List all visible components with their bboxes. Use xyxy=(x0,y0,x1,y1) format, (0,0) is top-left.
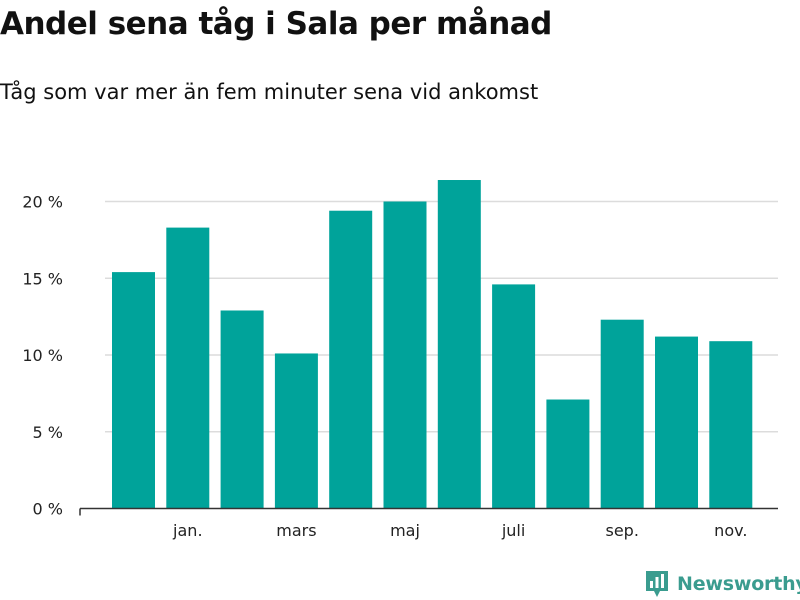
newsworthy-logo-icon xyxy=(646,571,668,597)
x-tick-label: nov. xyxy=(714,521,747,540)
x-tick-label: juli xyxy=(501,521,525,540)
bar-jan xyxy=(166,227,210,509)
y-tick-label: 5 % xyxy=(33,423,63,442)
chart-subtitle: Tåg som var mer än fem minuter sena vid … xyxy=(0,80,539,104)
x-tick-label: mars xyxy=(276,521,316,540)
bar-okt xyxy=(655,336,698,509)
bar-dec xyxy=(112,272,155,509)
bar-sep xyxy=(600,319,644,509)
x-axis xyxy=(79,507,778,516)
y-tick-label: 20 % xyxy=(22,193,63,212)
bar-juni xyxy=(437,180,481,509)
bar-maj xyxy=(383,201,427,509)
bar-mars xyxy=(274,353,318,509)
y-tick-label: 0 % xyxy=(33,500,63,519)
bar-juli xyxy=(492,284,536,509)
x-axis-labels: jan. mars maj juli sep. nov. xyxy=(172,521,747,540)
y-tick-label: 10 % xyxy=(22,346,63,365)
brand-name: Newsworthy xyxy=(677,573,800,595)
x-tick-label: jan. xyxy=(172,521,202,540)
x-tick-label: maj xyxy=(390,521,420,540)
y-axis-labels: 0 % 5 % 10 % 15 % 20 % xyxy=(22,193,63,519)
bar-aug xyxy=(546,399,590,509)
bar-nov xyxy=(709,341,753,509)
bar-apr xyxy=(329,210,373,509)
brand-logo[interactable]: Newsworthy xyxy=(644,569,800,599)
bar-feb xyxy=(220,310,264,509)
bars xyxy=(112,180,753,509)
x-tick-label: sep. xyxy=(605,521,638,540)
y-tick-label: 15 % xyxy=(22,269,63,288)
chart-title: Andel sena tåg i Sala per månad xyxy=(0,6,552,42)
